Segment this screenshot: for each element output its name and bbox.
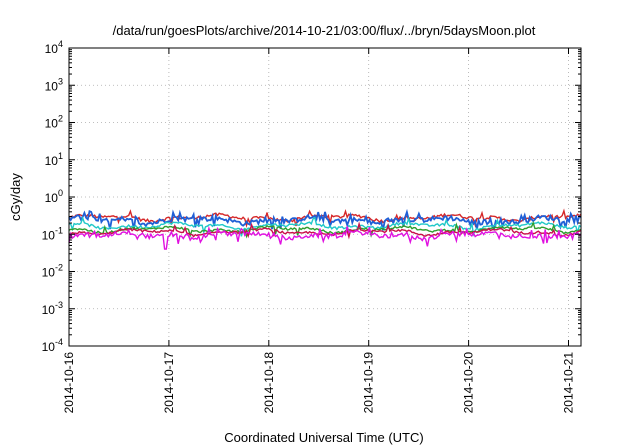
y-ticks: 104 103 102 101 100 10-1 10-2 10-3 10-4 (42, 39, 581, 354)
y-tick-label: 102 (45, 114, 63, 131)
series-line-2 (68, 208, 582, 232)
y-tick-label: 10-2 (42, 263, 63, 280)
y-tick-label: 101 (45, 151, 63, 168)
y-tick-label: 10-4 (42, 337, 63, 354)
series-line-5 (68, 221, 582, 240)
series-line-3 (68, 215, 582, 237)
y-tick-label: 100 (45, 188, 63, 205)
series-lines (68, 208, 582, 250)
x-tick-label: 2014-10-17 (162, 352, 176, 414)
x-ticks: 2014-10-16 2014-10-17 2014-10-18 2014-10-19… (62, 48, 576, 413)
grid (68, 47, 581, 347)
y-axis-label: cGy/day (8, 173, 23, 221)
x-tick-label: 2014-10-20 (462, 352, 476, 414)
x-tick-label: 2014-10-18 (262, 352, 276, 414)
x-axis-label: Coordinated Universal Time (UTC) (224, 430, 423, 445)
y-tick-label: 10-1 (42, 225, 63, 242)
x-tick-label: 2014-10-19 (362, 352, 376, 414)
x-tick-label: 2014-10-16 (62, 352, 76, 414)
series-line-4 (68, 220, 582, 239)
y-tick-label: 103 (45, 76, 63, 93)
x-tick-label: 2014-10-21 (562, 352, 576, 414)
chart-title: /data/run/goesPlots/archive/2014-10-21/0… (113, 23, 536, 38)
y-tick-label: 104 (45, 39, 63, 56)
y-tick-label: 10-3 (42, 300, 63, 317)
series-line-6 (68, 225, 582, 250)
